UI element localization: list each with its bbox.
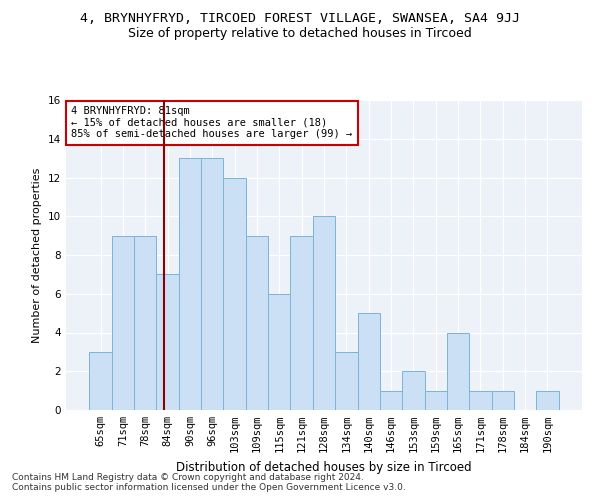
Bar xyxy=(89,352,112,410)
Bar xyxy=(157,274,179,410)
Bar xyxy=(201,158,223,410)
Text: Contains HM Land Registry data © Crown copyright and database right 2024.: Contains HM Land Registry data © Crown c… xyxy=(12,474,364,482)
Bar xyxy=(134,236,157,410)
Bar xyxy=(268,294,290,410)
Bar xyxy=(402,371,425,410)
Text: Contains public sector information licensed under the Open Government Licence v3: Contains public sector information licen… xyxy=(12,484,406,492)
Bar xyxy=(536,390,559,410)
Bar xyxy=(179,158,201,410)
Bar xyxy=(223,178,246,410)
Text: 4, BRYNHYFRYD, TIRCOED FOREST VILLAGE, SWANSEA, SA4 9JJ: 4, BRYNHYFRYD, TIRCOED FOREST VILLAGE, S… xyxy=(80,12,520,26)
Bar xyxy=(358,313,380,410)
Bar xyxy=(425,390,447,410)
Text: 4 BRYNHYFRYD: 81sqm
← 15% of detached houses are smaller (18)
85% of semi-detach: 4 BRYNHYFRYD: 81sqm ← 15% of detached ho… xyxy=(71,106,352,140)
Bar xyxy=(313,216,335,410)
Bar xyxy=(112,236,134,410)
Bar xyxy=(447,332,469,410)
Y-axis label: Number of detached properties: Number of detached properties xyxy=(32,168,43,342)
Bar xyxy=(380,390,402,410)
Bar xyxy=(335,352,358,410)
Text: Size of property relative to detached houses in Tircoed: Size of property relative to detached ho… xyxy=(128,28,472,40)
Bar xyxy=(469,390,491,410)
Bar xyxy=(246,236,268,410)
Bar xyxy=(290,236,313,410)
Bar xyxy=(491,390,514,410)
X-axis label: Distribution of detached houses by size in Tircoed: Distribution of detached houses by size … xyxy=(176,460,472,473)
